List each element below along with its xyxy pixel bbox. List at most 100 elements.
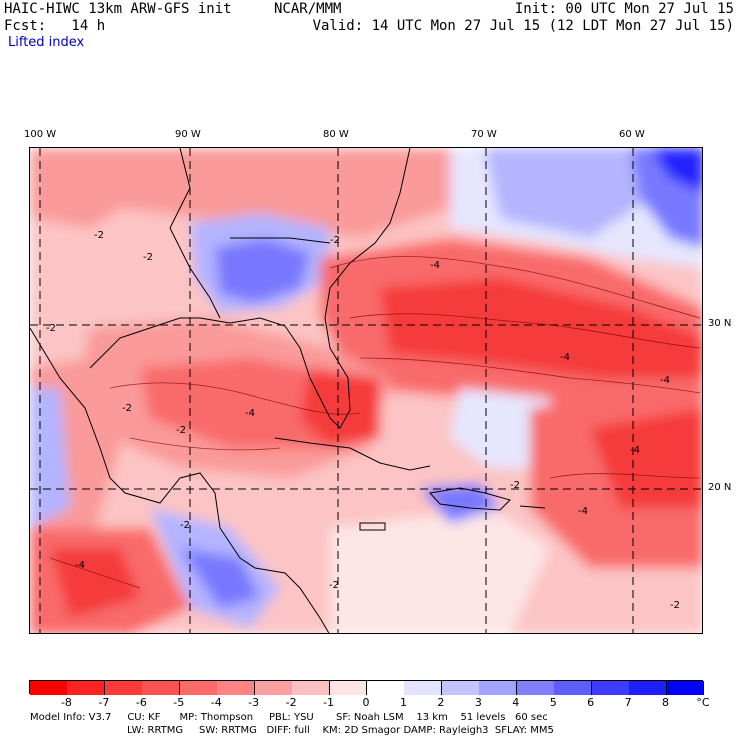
contour-lines (49, 256, 701, 589)
coastlines (30, 148, 546, 633)
contour-label: -2 (670, 600, 680, 611)
colorbar-swatch (591, 681, 630, 695)
colorbar-swatch (629, 681, 668, 695)
colorbar-tick-label: -3 (248, 696, 260, 709)
contour-2 (349, 313, 701, 349)
colorbar-tick-label: -6 (135, 696, 147, 709)
colorbar-swatch (254, 681, 293, 695)
coast-mexico-central-america (30, 327, 330, 633)
init-time: Init: 00 UTC Mon 27 Jul 15 (514, 1, 734, 17)
lon-label-80w: 80 W (323, 129, 349, 140)
contour-label: -4 (245, 408, 255, 419)
colorbar-tick-label: 1 (399, 696, 407, 709)
field-east-caribbean-core (590, 408, 702, 508)
contour-label: -4 (560, 352, 570, 363)
colorbar-swatch (329, 681, 368, 695)
colorbar-swatch (404, 681, 443, 695)
map-canvas: -2 -2 -2 -2 -2 -2 -4 -4 -4 -4 -4 -4 -4 -… (30, 148, 702, 633)
colorbar-tick-label: 8 (662, 696, 670, 709)
graticule (30, 148, 702, 633)
contour-label: -2 (180, 520, 190, 531)
contour-label: -2 (94, 230, 104, 241)
contour-label: -4 (578, 506, 588, 517)
field-south-pale (330, 508, 550, 633)
colorbar-swatch (441, 681, 480, 695)
colorbar-tick-label: -1 (323, 696, 335, 709)
field-central-america-deep (180, 548, 260, 608)
field-atlantic-core (650, 148, 702, 193)
lat-label-20n: 20 N (708, 482, 732, 493)
colorbar-tick-label: 7 (624, 696, 632, 709)
field-caribbean-pale (450, 388, 550, 468)
colorbar-swatch (104, 681, 143, 695)
contour-6 (549, 473, 701, 479)
coast-gulf-atlantic-us (89, 148, 411, 429)
lon-label-100w: 100 W (24, 129, 57, 140)
model-title: HAIC-HIWC 13km ARW-GFS init (4, 1, 232, 17)
colorbar-swatch (292, 681, 331, 695)
lon-label-90w: 90 W (175, 129, 201, 140)
lifted-index-map: -2 -2 -2 -2 -2 -2 -4 -4 -4 -4 -4 -4 -4 -… (29, 147, 703, 634)
contour-7 (49, 557, 141, 589)
lon-label-60w: 60 W (619, 129, 645, 140)
colorbar-swatch (516, 681, 555, 695)
colorbar-tick-label: 5 (549, 696, 557, 709)
coast-jamaica (359, 522, 386, 531)
field-florida-core (300, 368, 380, 448)
footer-model-info: Model Info: V3.7 CU: KF MP: Thompson PBL… (30, 712, 548, 723)
colorbar-swatch (179, 681, 218, 695)
contour-label: -2 (330, 235, 340, 246)
field-atlantic-red-core (380, 278, 702, 378)
colorbar-tick-label: 2 (437, 696, 445, 709)
colorbar-tick-label: -8 (60, 696, 72, 709)
colorbar (29, 680, 705, 695)
contour-4 (109, 382, 361, 415)
colorbar-tick-label: 6 (587, 696, 595, 709)
contour-label: -2 (510, 480, 520, 491)
contour-label: -2 (143, 252, 153, 263)
colorbar-tick-label: 3 (474, 696, 482, 709)
colorbar-swatch (142, 681, 181, 695)
colorbar-swatch (666, 681, 705, 695)
contour-label: -4 (430, 260, 440, 271)
lat-label-30n: 30 N (708, 318, 732, 329)
colorbar-swatch (67, 681, 106, 695)
contour-label: -4 (630, 445, 640, 456)
colorbar-tick-label: -7 (98, 696, 110, 709)
coast-puerto-rico (519, 505, 546, 509)
contour-label-group: -2 -2 -2 -2 -2 -2 -4 -4 -4 -4 -4 -4 -4 -… (46, 230, 680, 611)
field-atlantic-blue (485, 148, 650, 238)
colorbar-tick-label: -2 (285, 696, 297, 709)
colorbar-tick-label: 4 (512, 696, 520, 709)
field-north-band (120, 148, 450, 238)
contour-label: -2 (122, 403, 132, 414)
state-border-a (169, 148, 221, 319)
field-northwest-band (30, 148, 140, 228)
coast-cuba (274, 437, 431, 471)
contour-3 (359, 357, 701, 394)
colorbar-swatch (367, 681, 405, 695)
colorbar-swatch (554, 681, 593, 695)
colorbar-tick-label: -5 (173, 696, 185, 709)
field-hispaniola-blue (420, 483, 500, 523)
colorbar-swatch (217, 681, 256, 695)
valid-time: Valid: 14 UTC Mon 27 Jul 15 (12 LDT Mon … (312, 18, 734, 34)
lon-label-70w: 70 W (471, 129, 497, 140)
field-se-us-deep (215, 238, 310, 303)
field-name: Lifted index (8, 35, 85, 50)
colorbar-tick-label: 0 (362, 696, 370, 709)
colorbar-swatch (30, 681, 68, 695)
contour-label: -4 (75, 560, 85, 571)
colorbar-unit: °C (696, 696, 710, 709)
coast-hispaniola (429, 487, 511, 511)
forecast-hour: Fcst: 14 h (4, 18, 106, 34)
contour-label: -2 (329, 580, 339, 591)
footer-physics-info: LW: RRTMG SW: RRTMG DIFF: full KM: 2D Sm… (127, 725, 554, 736)
state-border-b (230, 237, 331, 244)
contour-label: -4 (660, 375, 670, 386)
contour-label: -2 (176, 425, 186, 436)
colorbar-tick-label: -4 (210, 696, 222, 709)
contour-label: -2 (46, 323, 56, 334)
contour-1 (329, 256, 701, 319)
colorbar-swatch (479, 681, 518, 695)
